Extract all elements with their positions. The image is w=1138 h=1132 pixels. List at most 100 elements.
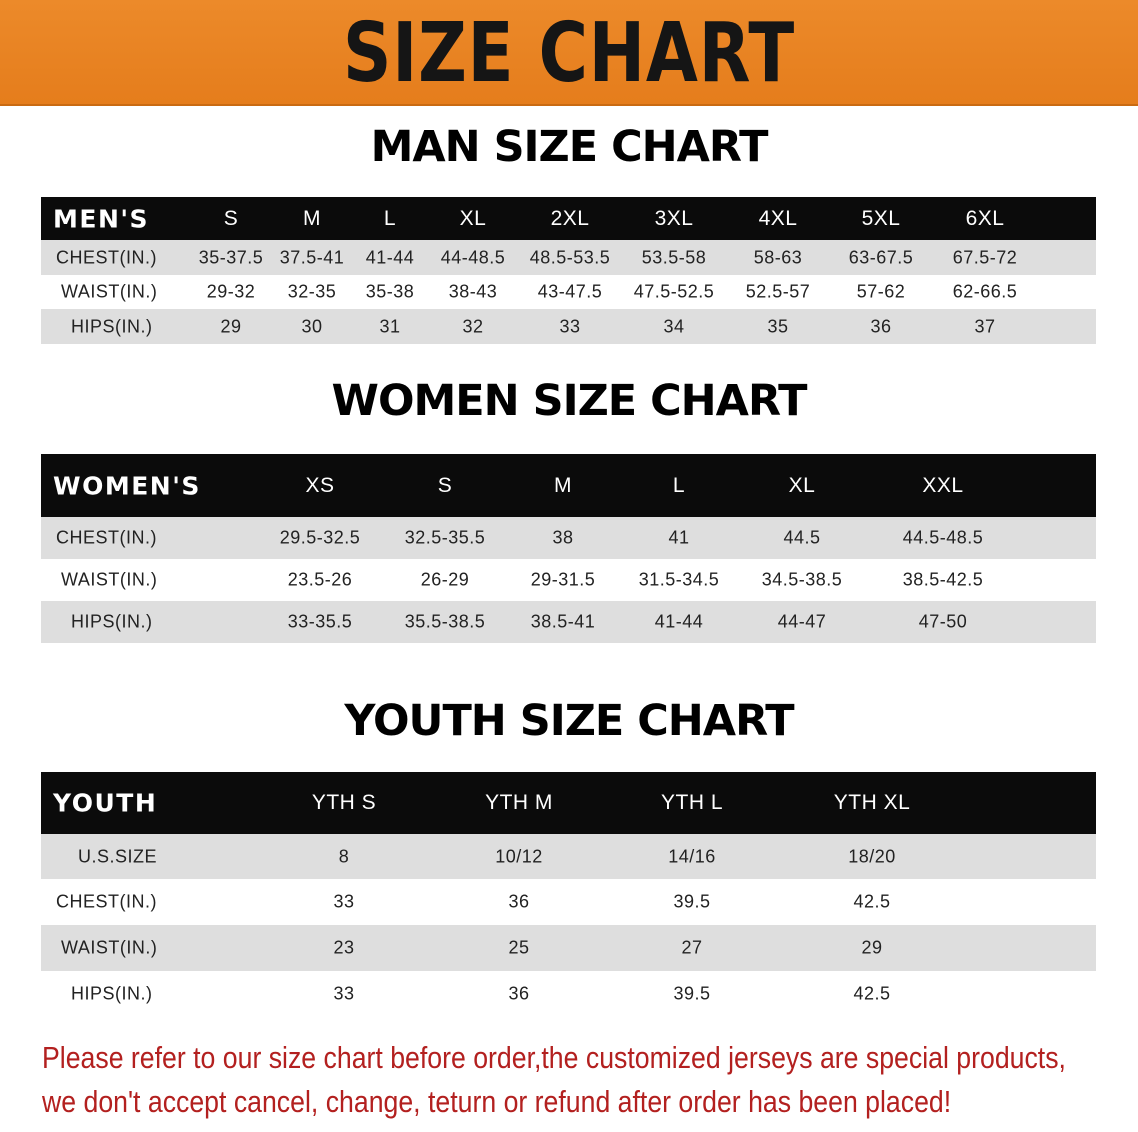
table-row: HIPS(IN.) 33 36 39.5 42.5 bbox=[41, 971, 1096, 1016]
row-label: HIPS(IN.) bbox=[71, 316, 153, 336]
measurement-cell: 43-47.5 bbox=[537, 281, 603, 302]
measurement-cell: 31.5-34.5 bbox=[638, 569, 720, 590]
measurement-cell: 36 bbox=[508, 891, 530, 912]
table-row: CHEST(IN.) 33 36 39.5 42.5 bbox=[41, 879, 1096, 925]
measurement-cell: 26-29 bbox=[420, 569, 470, 590]
size-column-header: YTH S bbox=[311, 791, 377, 814]
size-column-header: XS bbox=[305, 473, 335, 497]
men-header-row: MEN'S S M L XL 2XL 3XL 4XL 5XL 6XL bbox=[41, 197, 1096, 240]
measurement-cell: 62-66.5 bbox=[952, 281, 1018, 302]
measurement-cell: 44.5 bbox=[783, 527, 821, 548]
measurement-cell: 34.5-38.5 bbox=[761, 569, 843, 590]
measurement-cell: 52.5-57 bbox=[745, 281, 811, 302]
measurement-cell: 33 bbox=[559, 316, 581, 336]
table-row: HIPS(IN.) 33-35.5 35.5-38.5 38.5-41 41-44 44-… bbox=[41, 601, 1096, 643]
size-column-header: XL bbox=[788, 473, 816, 497]
measurement-cell: 38.5-42.5 bbox=[902, 569, 984, 590]
size-column-header: 4XL bbox=[758, 206, 798, 230]
size-column-header: XL bbox=[459, 206, 487, 230]
measurement-cell: 23.5-26 bbox=[287, 569, 353, 590]
measurement-cell: 32-35 bbox=[287, 281, 337, 302]
row-label: HIPS(IN.) bbox=[71, 611, 153, 632]
measurement-cell: 37 bbox=[974, 316, 996, 336]
men-section-title: MAN SIZE CHART bbox=[370, 122, 769, 172]
women-header-row: WOMEN'S XS S M L XL XXL bbox=[41, 454, 1096, 517]
table-row: CHEST(IN.) 35-37.5 37.5-41 41-44 44-48.5 48.5… bbox=[41, 240, 1096, 275]
table-row: U.S.SIZE 8 10/12 14/16 18/20 bbox=[41, 834, 1096, 879]
size-column-header: 2XL bbox=[550, 206, 590, 230]
table-row: WAIST(IN.) 23.5-26 26-29 29-31.5 31.5-34.5 34… bbox=[41, 559, 1096, 601]
measurement-cell: 18/20 bbox=[848, 846, 896, 866]
size-column-header: M bbox=[554, 473, 572, 497]
measurement-cell: 8 bbox=[338, 846, 350, 866]
row-label: WAIST(IN.) bbox=[61, 937, 158, 958]
measurement-cell: 47.5-52.5 bbox=[633, 281, 715, 302]
size-column-header: 6XL bbox=[965, 206, 1005, 230]
table-row: CHEST(IN.) 29.5-32.5 32.5-35.5 38 41 44.5 44.5… bbox=[41, 517, 1096, 559]
size-column-header: S bbox=[437, 473, 453, 497]
row-label: CHEST(IN.) bbox=[56, 527, 157, 548]
measurement-cell: 14/16 bbox=[668, 846, 716, 866]
measurement-cell: 39.5 bbox=[673, 891, 711, 912]
row-label: WAIST(IN.) bbox=[61, 569, 158, 590]
size-column-header: XXL bbox=[922, 473, 964, 497]
footer-notice-line-2: we don't accept cancel, change, teturn o… bbox=[42, 1084, 952, 1119]
measurement-cell: 32 bbox=[462, 316, 484, 336]
women-size-table: WOMEN'S XS S M L XL XXL CHEST(IN.) 29.5-32.5 32.5… bbox=[41, 454, 1096, 643]
measurement-cell: 38 bbox=[552, 527, 574, 548]
measurement-cell: 33 bbox=[333, 891, 355, 912]
measurement-cell: 47-50 bbox=[918, 611, 968, 632]
size-column-header: YTH XL bbox=[833, 791, 911, 814]
measurement-cell: 42.5 bbox=[853, 983, 891, 1003]
measurement-cell: 36 bbox=[508, 983, 530, 1003]
measurement-cell: 27 bbox=[681, 937, 703, 958]
measurement-cell: 42.5 bbox=[853, 891, 891, 912]
measurement-cell: 10/12 bbox=[495, 846, 543, 866]
measurement-cell: 39.5 bbox=[673, 983, 711, 1003]
men-header-label: MEN'S bbox=[53, 204, 150, 233]
measurement-cell: 35.5-38.5 bbox=[404, 611, 486, 632]
measurement-cell: 36 bbox=[870, 316, 892, 336]
measurement-cell: 58-63 bbox=[753, 247, 803, 267]
measurement-cell: 63-67.5 bbox=[848, 247, 914, 267]
row-label: CHEST(IN.) bbox=[56, 891, 157, 912]
measurement-cell: 30 bbox=[301, 316, 323, 336]
measurement-cell: 35 bbox=[767, 316, 789, 336]
banner: SIZE CHART bbox=[0, 0, 1138, 106]
youth-section-title: YOUTH SIZE CHART bbox=[344, 696, 794, 746]
measurement-cell: 25 bbox=[508, 937, 530, 958]
measurement-cell: 57-62 bbox=[856, 281, 906, 302]
row-label: HIPS(IN.) bbox=[71, 983, 153, 1003]
table-row: WAIST(IN.) 29-32 32-35 35-38 38-43 43-47.5 47.… bbox=[41, 275, 1096, 309]
measurement-cell: 29 bbox=[861, 937, 883, 958]
measurement-cell: 32.5-35.5 bbox=[404, 527, 486, 548]
table-row: WAIST(IN.) 23 25 27 29 bbox=[41, 925, 1096, 971]
measurement-cell: 38-43 bbox=[448, 281, 498, 302]
measurement-cell: 33-35.5 bbox=[287, 611, 353, 632]
women-header-label: WOMEN'S bbox=[53, 471, 201, 500]
measurement-cell: 29-32 bbox=[206, 281, 256, 302]
measurement-cell: 34 bbox=[663, 316, 685, 336]
measurement-cell: 67.5-72 bbox=[952, 247, 1018, 267]
measurement-cell: 35-37.5 bbox=[198, 247, 264, 267]
size-column-header: YTH M bbox=[485, 791, 553, 814]
measurement-cell: 53.5-58 bbox=[641, 247, 707, 267]
size-column-header: M bbox=[303, 206, 321, 230]
youth-header-label: YOUTH bbox=[53, 788, 158, 818]
youth-header-row: YOUTH YTH S YTH M YTH L YTH XL bbox=[41, 772, 1096, 834]
measurement-cell: 23 bbox=[333, 937, 355, 958]
measurement-cell: 29-31.5 bbox=[530, 569, 596, 590]
measurement-cell: 33 bbox=[333, 983, 355, 1003]
footer-notice-line-1: Please refer to our size chart before or… bbox=[42, 1040, 1066, 1075]
size-column-header: YTH L bbox=[660, 791, 724, 814]
measurement-cell: 29.5-32.5 bbox=[279, 527, 361, 548]
measurement-cell: 41 bbox=[668, 527, 690, 548]
size-column-header: 5XL bbox=[861, 206, 901, 230]
measurement-cell: 35-38 bbox=[365, 281, 415, 302]
measurement-cell: 44-48.5 bbox=[440, 247, 506, 267]
youth-size-table: YOUTH YTH S YTH M YTH L YTH XL U.S.SIZE 8 10/12… bbox=[41, 772, 1096, 1016]
measurement-cell: 41-44 bbox=[365, 247, 415, 267]
measurement-cell: 31 bbox=[379, 316, 401, 336]
measurement-cell: 38.5-41 bbox=[530, 611, 596, 632]
women-section-title: WOMEN SIZE CHART bbox=[331, 376, 808, 426]
